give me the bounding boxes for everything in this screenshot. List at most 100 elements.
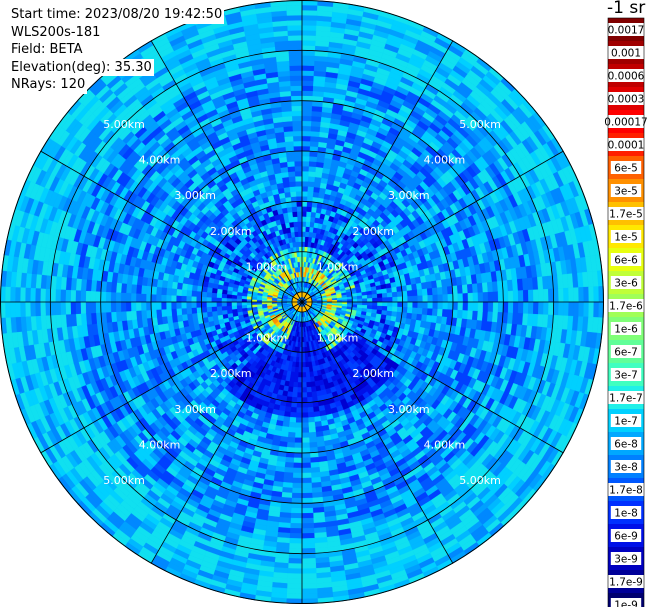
range-gate-cell bbox=[593, 286, 600, 303]
range-gate-cell bbox=[307, 401, 314, 408]
range-gate-cell bbox=[301, 407, 309, 413]
range-gate-cell bbox=[573, 301, 580, 317]
range-gate-cell bbox=[301, 437, 310, 444]
range-gate-cell bbox=[301, 578, 318, 585]
range-gate-cell bbox=[310, 466, 321, 474]
range-gate-cell bbox=[436, 308, 443, 317]
range-gate-cell bbox=[517, 290, 524, 303]
range-gate-cell bbox=[467, 301, 474, 312]
range-gate-cell bbox=[291, 497, 303, 504]
range-gate-cell bbox=[301, 34, 317, 41]
range-gate-cell bbox=[295, 412, 303, 419]
range-gate-cell bbox=[357, 301, 363, 306]
range-gate-cell bbox=[298, 357, 303, 363]
range-gate-cell bbox=[392, 301, 398, 308]
range-gate-cell bbox=[431, 287, 438, 296]
range-gate-cell bbox=[382, 297, 388, 303]
range-gate-cell bbox=[292, 381, 299, 388]
range-gate-cell bbox=[312, 406, 320, 413]
range-gate-cell bbox=[301, 85, 314, 92]
range-gate-cell bbox=[301, 372, 307, 378]
range-gate-cell bbox=[301, 397, 308, 403]
range-gate-cell bbox=[456, 284, 464, 295]
range-gate-cell bbox=[292, 386, 298, 393]
range-gate-cell bbox=[301, 472, 312, 479]
range-gate-cell bbox=[487, 291, 494, 303]
range-gate-cell bbox=[301, 226, 307, 232]
range-gate-cell bbox=[411, 289, 418, 297]
range-gate-cell bbox=[492, 301, 499, 313]
range-gate-cell bbox=[583, 301, 590, 318]
range-gate-cell bbox=[548, 301, 554, 316]
range-gate-cell bbox=[301, 216, 307, 222]
range-gate-cell bbox=[289, 416, 297, 423]
range-gate-cell bbox=[377, 301, 383, 307]
range-gate-cell bbox=[306, 391, 313, 398]
range-gate-cell bbox=[307, 196, 314, 203]
range-gate-cell bbox=[301, 467, 312, 474]
range-gate-cell bbox=[296, 402, 303, 408]
range-gate-cell bbox=[310, 135, 320, 143]
range-gate-cell bbox=[286, 441, 295, 449]
range-gate-cell bbox=[307, 406, 314, 413]
range-gate-cell bbox=[290, 507, 303, 514]
range-gate-cell bbox=[593, 301, 600, 318]
range-gate-cell bbox=[301, 70, 315, 77]
range-gate-cell bbox=[568, 301, 575, 317]
range-gate-cell bbox=[291, 487, 303, 494]
range-gate-cell bbox=[417, 295, 424, 303]
range-gate-cell bbox=[456, 309, 464, 320]
range-gate-cell bbox=[421, 288, 428, 296]
range-gate-cell bbox=[294, 442, 303, 449]
range-gate-cell bbox=[308, 161, 317, 168]
range-gate-cell bbox=[297, 377, 303, 383]
range-gate-cell bbox=[293, 452, 303, 459]
range-gate-cell bbox=[305, 376, 311, 383]
range-gate-cell bbox=[301, 532, 315, 539]
range-gate-cell bbox=[558, 301, 564, 316]
range-gate-cell bbox=[406, 307, 413, 314]
range-gate-cell bbox=[312, 191, 320, 198]
range-gate-cell bbox=[477, 301, 484, 312]
range-gate-cell bbox=[301, 457, 311, 464]
range-gate-cell bbox=[301, 362, 306, 368]
range-gate-cell bbox=[391, 306, 398, 313]
range-gate-cell bbox=[298, 367, 303, 373]
range-gate-cell bbox=[301, 110, 313, 117]
range-gate-cell bbox=[301, 145, 311, 152]
range-gate-cell bbox=[543, 288, 549, 303]
range-gate-cell bbox=[396, 291, 403, 298]
range-gate-cell bbox=[391, 291, 398, 298]
range-gate-cell bbox=[301, 105, 313, 112]
range-gate-cell bbox=[287, 431, 296, 438]
range-gate-cell bbox=[288, 558, 303, 564]
range-gate-cell bbox=[309, 441, 318, 449]
range-gate-cell bbox=[301, 140, 311, 147]
range-gate-cell bbox=[578, 301, 585, 318]
range-gate-cell bbox=[301, 45, 316, 51]
range-gate-cell bbox=[502, 290, 509, 303]
range-gate-cell bbox=[472, 292, 479, 303]
range-gate-cell bbox=[308, 421, 316, 428]
range-gate-cell bbox=[301, 155, 310, 162]
range-gate-cell bbox=[361, 294, 368, 300]
range-gate-cell bbox=[301, 29, 317, 36]
range-gate-cell bbox=[307, 191, 314, 198]
range-gate-cell bbox=[472, 301, 479, 312]
range-gate-cell bbox=[304, 351, 309, 358]
range-gate-cell bbox=[306, 386, 312, 393]
range-gate-cell bbox=[295, 422, 303, 429]
range-gate-cell bbox=[308, 426, 316, 433]
range-gate-cell bbox=[307, 186, 315, 193]
range-gate-cell bbox=[283, 471, 294, 479]
range-gate-cell bbox=[397, 301, 403, 308]
range-gate-cell bbox=[301, 593, 318, 600]
range-gate-cell bbox=[309, 376, 315, 383]
range-gate-cell bbox=[308, 431, 317, 438]
range-gate-cell bbox=[294, 432, 303, 439]
range-gate-cell bbox=[412, 301, 419, 309]
range-gate-cell bbox=[301, 487, 313, 494]
range-gate-cell bbox=[436, 287, 443, 296]
range-gate-cell bbox=[527, 301, 534, 315]
